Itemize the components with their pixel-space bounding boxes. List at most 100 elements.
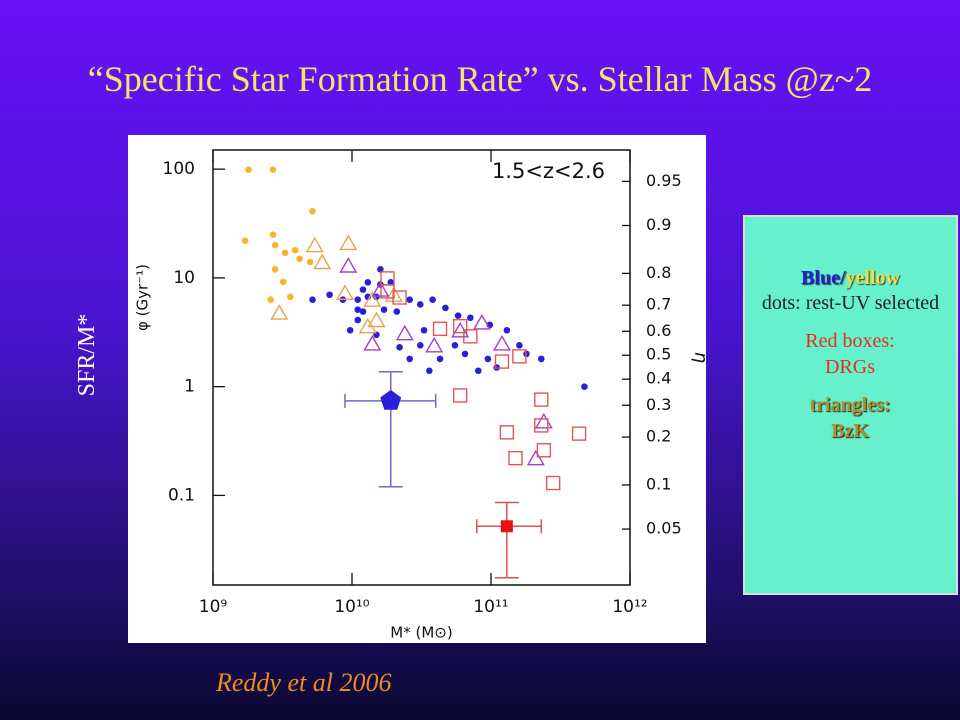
y2-tick-label: 0.4	[646, 369, 671, 388]
point	[426, 367, 433, 375]
point	[425, 336, 444, 353]
point	[416, 301, 424, 308]
point	[454, 312, 462, 319]
point	[269, 166, 277, 173]
point	[571, 426, 587, 441]
point	[484, 355, 492, 363]
slide-title: “Specific Star Formation Rate” vs. Stell…	[87, 59, 873, 99]
point	[271, 265, 279, 273]
point	[432, 321, 448, 337]
point	[377, 265, 384, 273]
point	[516, 342, 523, 349]
point	[313, 253, 332, 270]
chart-background	[128, 135, 706, 643]
y-tick-label: 0.1	[168, 485, 195, 505]
y-tick-label: 10	[173, 268, 195, 288]
x-tick-label: 10¹²	[612, 597, 647, 617]
y-tick-label: 1	[184, 377, 195, 397]
point	[452, 388, 468, 403]
y2-tick-label: 0.6	[646, 321, 671, 340]
legend-triangles: triangles: BzK	[809, 394, 891, 442]
point	[467, 314, 474, 322]
point	[384, 286, 403, 302]
point	[537, 355, 545, 363]
y2-tick-label: 0.9	[646, 215, 671, 234]
y-tick-label: 100	[163, 159, 195, 179]
point	[271, 241, 279, 249]
legend-slash: /	[839, 267, 846, 289]
point	[279, 278, 287, 286]
plot-frame	[212, 149, 631, 586]
point	[395, 324, 414, 341]
x-axis-label: M* (M⊙)	[390, 624, 452, 642]
annotation: 1.5<z<2.6	[492, 159, 605, 183]
point	[451, 342, 459, 349]
legend-box: Blue/yellow dots: rest-UV selected Red b…	[743, 215, 958, 595]
point	[281, 249, 289, 257]
point	[245, 166, 252, 173]
point	[359, 286, 367, 293]
point	[416, 342, 424, 349]
point	[363, 335, 382, 351]
y2-tick-label: 0.05	[646, 519, 682, 538]
point	[499, 425, 515, 440]
point	[494, 354, 510, 369]
legend-red: Red boxes: DRGs	[805, 330, 895, 378]
point	[363, 291, 382, 307]
point	[512, 349, 527, 364]
point	[267, 296, 274, 304]
point	[406, 355, 413, 363]
point	[270, 304, 289, 320]
y2-tick-label: 0.3	[646, 395, 671, 414]
point	[339, 257, 358, 273]
y2-tick-label: 0.2	[646, 427, 671, 446]
point	[429, 296, 436, 304]
point	[335, 284, 355, 300]
citation: Reddy et al 2006	[216, 668, 392, 697]
point	[534, 418, 549, 433]
point	[503, 326, 511, 334]
point	[474, 367, 482, 375]
point	[287, 293, 294, 301]
y2-axis-label: η	[690, 352, 711, 363]
point	[526, 449, 545, 466]
point	[420, 326, 428, 334]
point	[406, 296, 413, 304]
point	[305, 236, 324, 253]
point	[387, 279, 395, 286]
point	[241, 237, 249, 244]
legend-blue: Blue	[801, 267, 840, 289]
x-tick-label: 10⁹	[199, 597, 228, 617]
legend-dots: dots: rest-UV selected	[761, 292, 940, 314]
y2-tick-label: 0.95	[646, 171, 682, 190]
point	[346, 326, 354, 334]
point	[354, 316, 362, 324]
point	[436, 355, 444, 363]
point	[581, 383, 588, 390]
point	[545, 475, 561, 491]
y2-tick-label: 0.7	[646, 295, 671, 314]
point	[452, 318, 468, 334]
point	[359, 308, 367, 315]
point	[291, 246, 299, 254]
y2-tick-label: 0.5	[646, 345, 671, 364]
x-tick-label: 10¹⁰	[334, 597, 369, 617]
point	[442, 304, 449, 312]
y2-tick-label: 0.1	[646, 474, 671, 493]
y2-tick-label: 0.8	[646, 263, 671, 282]
point	[534, 392, 549, 407]
point	[354, 296, 362, 304]
point	[536, 443, 552, 458]
point	[296, 255, 303, 263]
point	[306, 258, 314, 266]
point	[463, 329, 478, 344]
point	[364, 279, 372, 286]
point	[472, 314, 491, 330]
point	[500, 520, 513, 533]
point	[309, 207, 316, 215]
x-tick-label: 10¹¹	[473, 597, 508, 617]
y-axis-label: φ (Gyr⁻¹)	[134, 264, 152, 331]
legend-line: Blue/yellow	[745, 267, 956, 290]
